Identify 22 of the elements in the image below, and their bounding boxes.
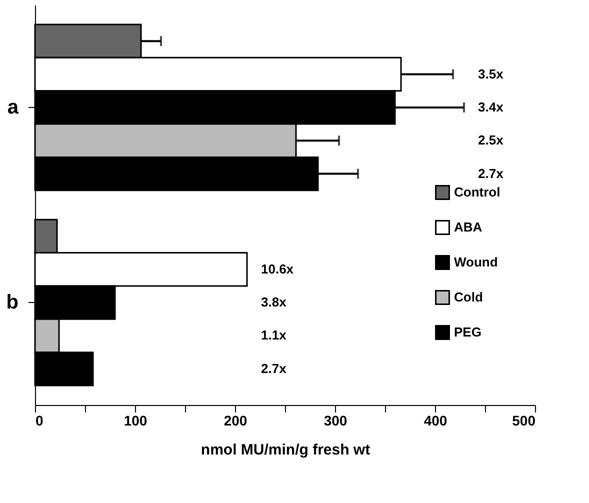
legend-label: Cold xyxy=(454,290,483,304)
legend-label: Control xyxy=(454,184,500,200)
x-tick-label: 500 xyxy=(512,412,536,428)
y-tick-label: b xyxy=(6,292,18,314)
annotation: 2.7x xyxy=(478,166,504,181)
x-axis-title: nmol MU/min/g fresh wt xyxy=(200,442,370,458)
annotation: 3.8x xyxy=(261,294,288,310)
legend-label: PEG xyxy=(454,324,482,340)
legend-label: Wound xyxy=(454,254,498,270)
annotation: 2.5x xyxy=(478,132,504,148)
x-tick-label: 400 xyxy=(424,412,448,428)
y-tick-label: a xyxy=(7,96,20,118)
x-tick-label: 0 xyxy=(36,412,44,428)
x-tick-label: 100 xyxy=(124,412,148,428)
x-tick-label: 200 xyxy=(224,412,248,428)
annotation: 10.6x xyxy=(261,261,294,276)
annotation: 3.5x xyxy=(478,66,504,82)
annotation: 3.4x xyxy=(478,99,504,114)
x-tick-label: 300 xyxy=(324,412,348,428)
annotation: 1.1x xyxy=(261,328,288,343)
annotation: 2.7x xyxy=(261,360,288,376)
legend-label: ABA xyxy=(454,220,483,234)
